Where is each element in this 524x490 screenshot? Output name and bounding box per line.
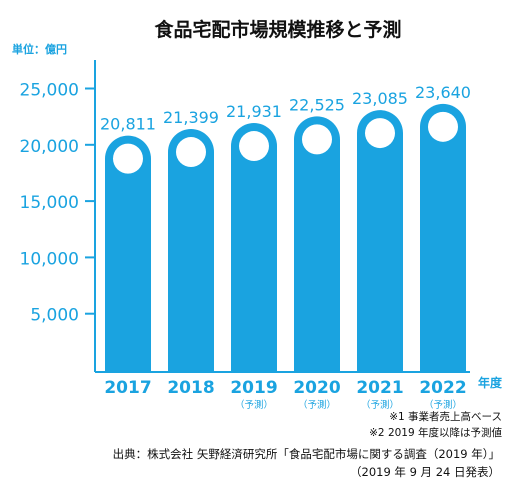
y-tick-label: 15,000 xyxy=(20,193,79,213)
x-tick-note: （予測） xyxy=(424,399,462,411)
bar-cap-circle xyxy=(239,131,269,162)
data-label: 21,399 xyxy=(163,108,219,127)
bar-cap-circle xyxy=(176,137,206,168)
bars: 20,811 21,399 21,931 22,525 23,085 23,640 xyxy=(100,83,471,373)
bar xyxy=(294,116,340,373)
bar-group: 23,085 xyxy=(352,89,408,373)
x-tick-label: 2018 xyxy=(167,378,214,398)
y-tick-label: 5,000 xyxy=(30,306,79,326)
data-label: 23,640 xyxy=(415,83,471,102)
bar-group: 22,525 xyxy=(289,95,345,373)
bar-group: 21,399 xyxy=(163,108,219,372)
source-line-1: 出典：株式会社 矢野経済研究所「食品宅配市場に関する調査（2019 年）」 xyxy=(113,447,500,461)
x-tick-note: （予測） xyxy=(298,399,336,411)
x-unit-label: 年度 xyxy=(478,375,503,390)
bar xyxy=(168,129,214,372)
note-2: ※2 2019 年度以降は予測値 xyxy=(369,426,502,439)
data-label: 22,525 xyxy=(289,95,345,114)
x-tick-label: 2021 xyxy=(356,378,403,398)
chart-title: 食品宅配市場規模推移と予測 xyxy=(154,18,401,41)
y-tick-label: 25,000 xyxy=(20,81,79,101)
bar-group: 20,811 xyxy=(100,115,156,372)
data-label: 23,085 xyxy=(352,89,408,108)
bar xyxy=(105,135,151,372)
x-tick-label: 2022 xyxy=(419,378,466,398)
x-tick-note: （予測） xyxy=(235,399,273,411)
bar-cap-circle xyxy=(428,111,458,142)
bar-group: 23,640 xyxy=(415,83,471,372)
bar-cap-circle xyxy=(302,124,332,155)
bar-cap-circle xyxy=(365,118,395,149)
x-tick-label: 2020 xyxy=(293,378,340,398)
x-tick-note: （予測） xyxy=(361,399,399,411)
bar xyxy=(420,103,466,372)
bar-cap-circle xyxy=(113,143,143,174)
x-tick-label: 2017 xyxy=(104,378,151,398)
x-labels: 2017 2018 2019（予測）2020（予測）2021（予測）2022（予測） xyxy=(104,378,466,411)
data-label: 20,811 xyxy=(100,115,156,134)
note-1: ※1 事業者売上高ベース xyxy=(389,410,502,423)
bar-group: 21,931 xyxy=(226,102,282,373)
data-label: 21,931 xyxy=(226,102,282,121)
x-tick-label: 2019 xyxy=(230,378,277,398)
source-line-2: （2019 年 9 月 24 日発表） xyxy=(350,465,500,479)
y-tick-label: 20,000 xyxy=(20,137,79,157)
y-tick-label: 10,000 xyxy=(20,249,79,269)
y-ticks: 5,000 10,000 15,000 20,000 25,000 xyxy=(20,81,95,326)
bar xyxy=(357,110,404,373)
bar xyxy=(231,123,277,373)
y-unit-label: 単位：億円 xyxy=(12,42,67,56)
